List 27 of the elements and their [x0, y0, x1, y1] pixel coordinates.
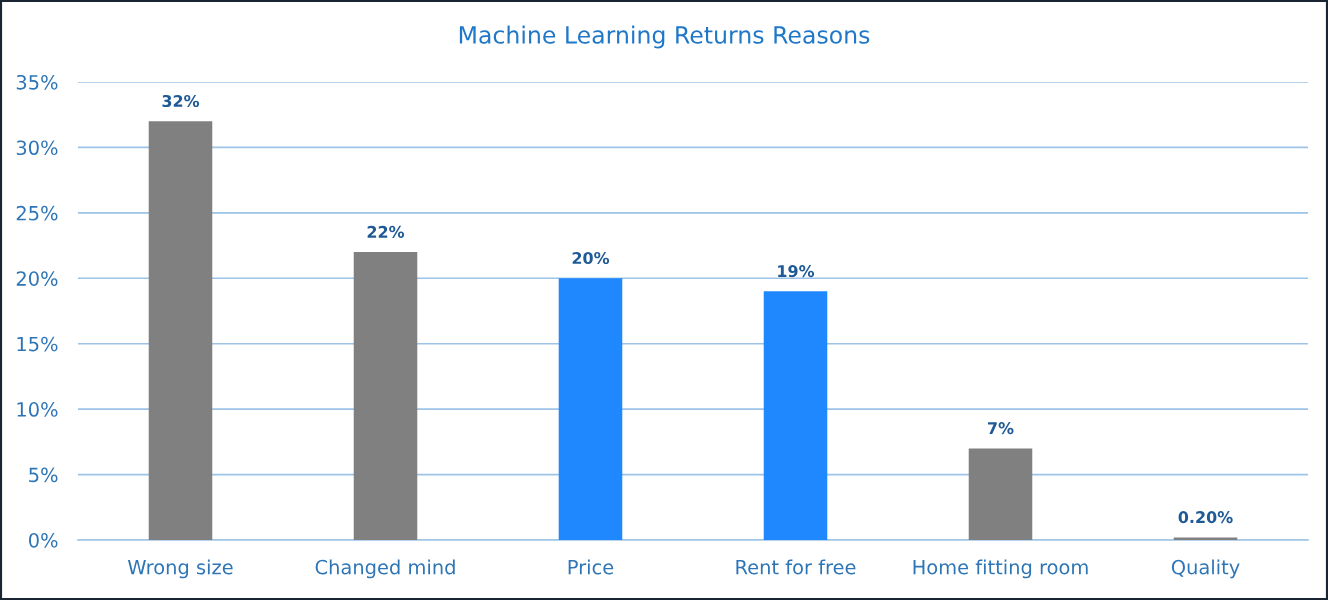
- y-tick-label: 30%: [16, 140, 58, 156]
- data-label: 32%: [162, 94, 200, 108]
- x-tick-label: Changed mind: [315, 559, 455, 579]
- chart-title: Machine Learning Returns Reasons: [459, 25, 870, 49]
- data-label: 7%: [988, 422, 1014, 435]
- bar: [558, 278, 623, 540]
- y-tick-label: 15%: [17, 336, 58, 352]
- x-tick-label: Price: [568, 559, 614, 575]
- y-tick-label: 35%: [16, 74, 58, 90]
- bar: [1173, 537, 1238, 540]
- data-label: 0.20%: [1178, 511, 1233, 524]
- bar: [353, 252, 418, 540]
- x-tick-label: Home fitting room: [913, 559, 1088, 579]
- y-tick-label: 5%: [29, 467, 58, 483]
- y-tick-label: 10%: [17, 402, 58, 417]
- bar: [968, 448, 1033, 540]
- x-tick-label: Rent for free: [736, 559, 856, 575]
- data-label: 20%: [572, 252, 610, 265]
- data-label: 19%: [778, 265, 815, 278]
- x-tick-label: Quality: [1171, 559, 1240, 579]
- y-tick-label: 25%: [16, 205, 58, 221]
- y-tick-label: 20%: [16, 271, 58, 286]
- bar: [763, 291, 828, 540]
- bar: [148, 121, 213, 540]
- x-tick-label: Wrong size: [127, 559, 233, 579]
- y-tick-label: 0%: [28, 532, 58, 548]
- data-label: 22%: [367, 225, 405, 238]
